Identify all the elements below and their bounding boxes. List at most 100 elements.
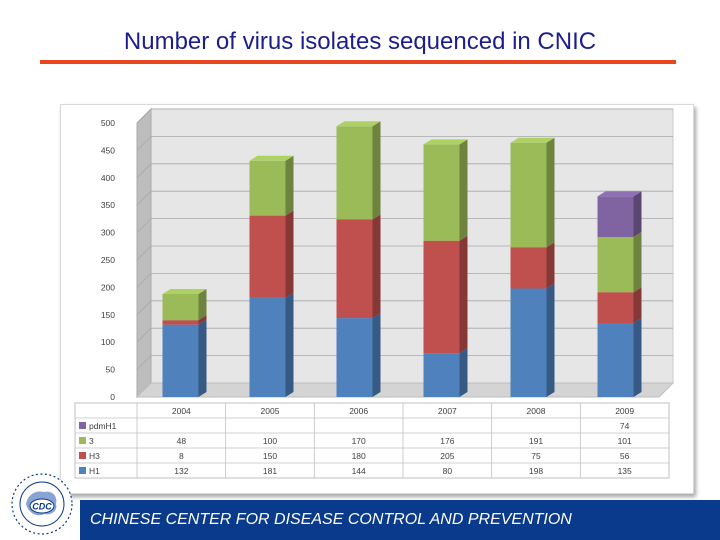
data-value-label: 74 (620, 421, 630, 431)
legend-key-swatch (79, 452, 86, 459)
bar-segment-top (510, 137, 555, 143)
legend-series-name: pdmH1 (89, 421, 117, 431)
x-category-label: 2004 (172, 406, 191, 416)
gridline-side (136, 108, 152, 124)
legend-key-swatch (79, 422, 86, 429)
data-table-frame (74, 402, 670, 479)
data-value-label: 144 (352, 466, 366, 476)
data-value-label: 101 (618, 436, 632, 446)
bar-segment-top (336, 121, 381, 127)
y-tick-label: 450 (101, 145, 115, 155)
gridline-side (136, 190, 152, 206)
y-tick-label: 100 (101, 337, 115, 347)
bar-segment (510, 142, 547, 248)
bar-segment-side (546, 137, 555, 248)
bar-segment (510, 247, 547, 289)
data-value-label: 8 (179, 451, 184, 461)
x-category-label: 2007 (438, 406, 457, 416)
chart-data-table: 2004 2005 2006 2007 2008 2009 pdmH1 74 3 48 100 170… (74, 402, 670, 479)
bar-segment-side (372, 313, 381, 397)
bar-segment-side (546, 283, 555, 397)
bar-segment-side (198, 319, 207, 397)
x-category-label: 2005 (261, 406, 280, 416)
bar-segment (336, 126, 373, 220)
data-value-label: 75 (531, 451, 541, 461)
data-value-label: 191 (529, 436, 543, 446)
bar-segment (423, 144, 460, 241)
bar-segment-side (633, 287, 642, 324)
gridline-side (136, 163, 152, 179)
bar-segment-side (372, 121, 381, 220)
bar-segment-side (198, 315, 207, 325)
gridline-side (136, 300, 152, 316)
legend-series-name: H1 (89, 466, 100, 476)
gridline-side (136, 218, 152, 233)
chart-axes: 0 50 100 150 200 250 300 350 400 450 500 (101, 107, 675, 402)
x-category-label: 2009 (615, 406, 634, 416)
y-tick-label: 400 (101, 173, 115, 183)
y-tick-label: 150 (101, 310, 115, 320)
bar-segment (162, 293, 199, 321)
bar-segment-side (633, 318, 642, 397)
bar-segment-side (459, 348, 468, 397)
data-value-label: 100 (263, 436, 277, 446)
bar-segment (423, 353, 460, 397)
bar-segment (162, 320, 199, 325)
bar-segment (510, 288, 547, 397)
data-value-label: 56 (620, 451, 630, 461)
bar-segment (249, 215, 286, 298)
bar-segment (336, 318, 373, 397)
bar-segment-top (597, 191, 642, 197)
bar-segment-side (633, 231, 642, 293)
bar-segment-side (459, 235, 468, 354)
gridline-side (136, 245, 152, 261)
bar-segment-side (285, 155, 294, 216)
legend-series-name: 3 (89, 436, 94, 446)
y-tick-label: 350 (101, 200, 115, 210)
data-value-label: 205 (440, 451, 454, 461)
x-category-label: 2008 (527, 406, 546, 416)
bar-segment (162, 324, 199, 397)
bar-segment (597, 323, 634, 397)
data-value-label: 48 (177, 436, 187, 446)
y-tick-label: 0 (110, 392, 115, 402)
legend-key-swatch (79, 437, 86, 444)
gridline-side (136, 355, 152, 370)
bar-segment-top (162, 288, 207, 294)
legend-key-swatch (79, 467, 86, 474)
data-value-label: 170 (352, 436, 366, 446)
bar-segment (249, 160, 286, 216)
bar-segment-side (372, 214, 381, 319)
data-value-label: 132 (174, 466, 188, 476)
bar-segment-top (249, 155, 294, 161)
footer-bar: CHINESE CENTER FOR DISEASE CONTROL AND P… (80, 500, 720, 540)
data-value-label: 150 (263, 451, 277, 461)
data-value-label: 198 (529, 466, 543, 476)
chart-frame: 0 50 100 150 200 250 300 350 400 450 500 2004 2005 2… (60, 104, 694, 494)
bar-segment-side (633, 191, 642, 237)
bar-segment (597, 292, 634, 324)
y-tick-label: 200 (101, 282, 115, 292)
data-value-label: 80 (443, 466, 453, 476)
chart-bars (162, 121, 642, 397)
bar-segment-side (285, 210, 294, 298)
bar-segment-side (459, 139, 468, 241)
gridline-side (136, 327, 152, 343)
bar-segment (423, 240, 460, 354)
bar-segment (597, 236, 634, 293)
y-tick-label: 50 (106, 365, 116, 375)
bar-segment-side (285, 292, 294, 397)
gridline-side (136, 273, 152, 288)
bar-segment (249, 297, 286, 397)
data-value-label: 176 (440, 436, 454, 446)
logo-text: CDC (32, 502, 52, 512)
legend-series-name: H3 (89, 451, 100, 461)
gridline-side (136, 136, 152, 151)
x-category-label: 2006 (349, 406, 368, 416)
data-value-label: 135 (618, 466, 632, 476)
bar-segment (336, 219, 373, 319)
data-value-label: 180 (352, 451, 366, 461)
data-value-label: 181 (263, 466, 277, 476)
bar-segment-top (423, 139, 468, 145)
